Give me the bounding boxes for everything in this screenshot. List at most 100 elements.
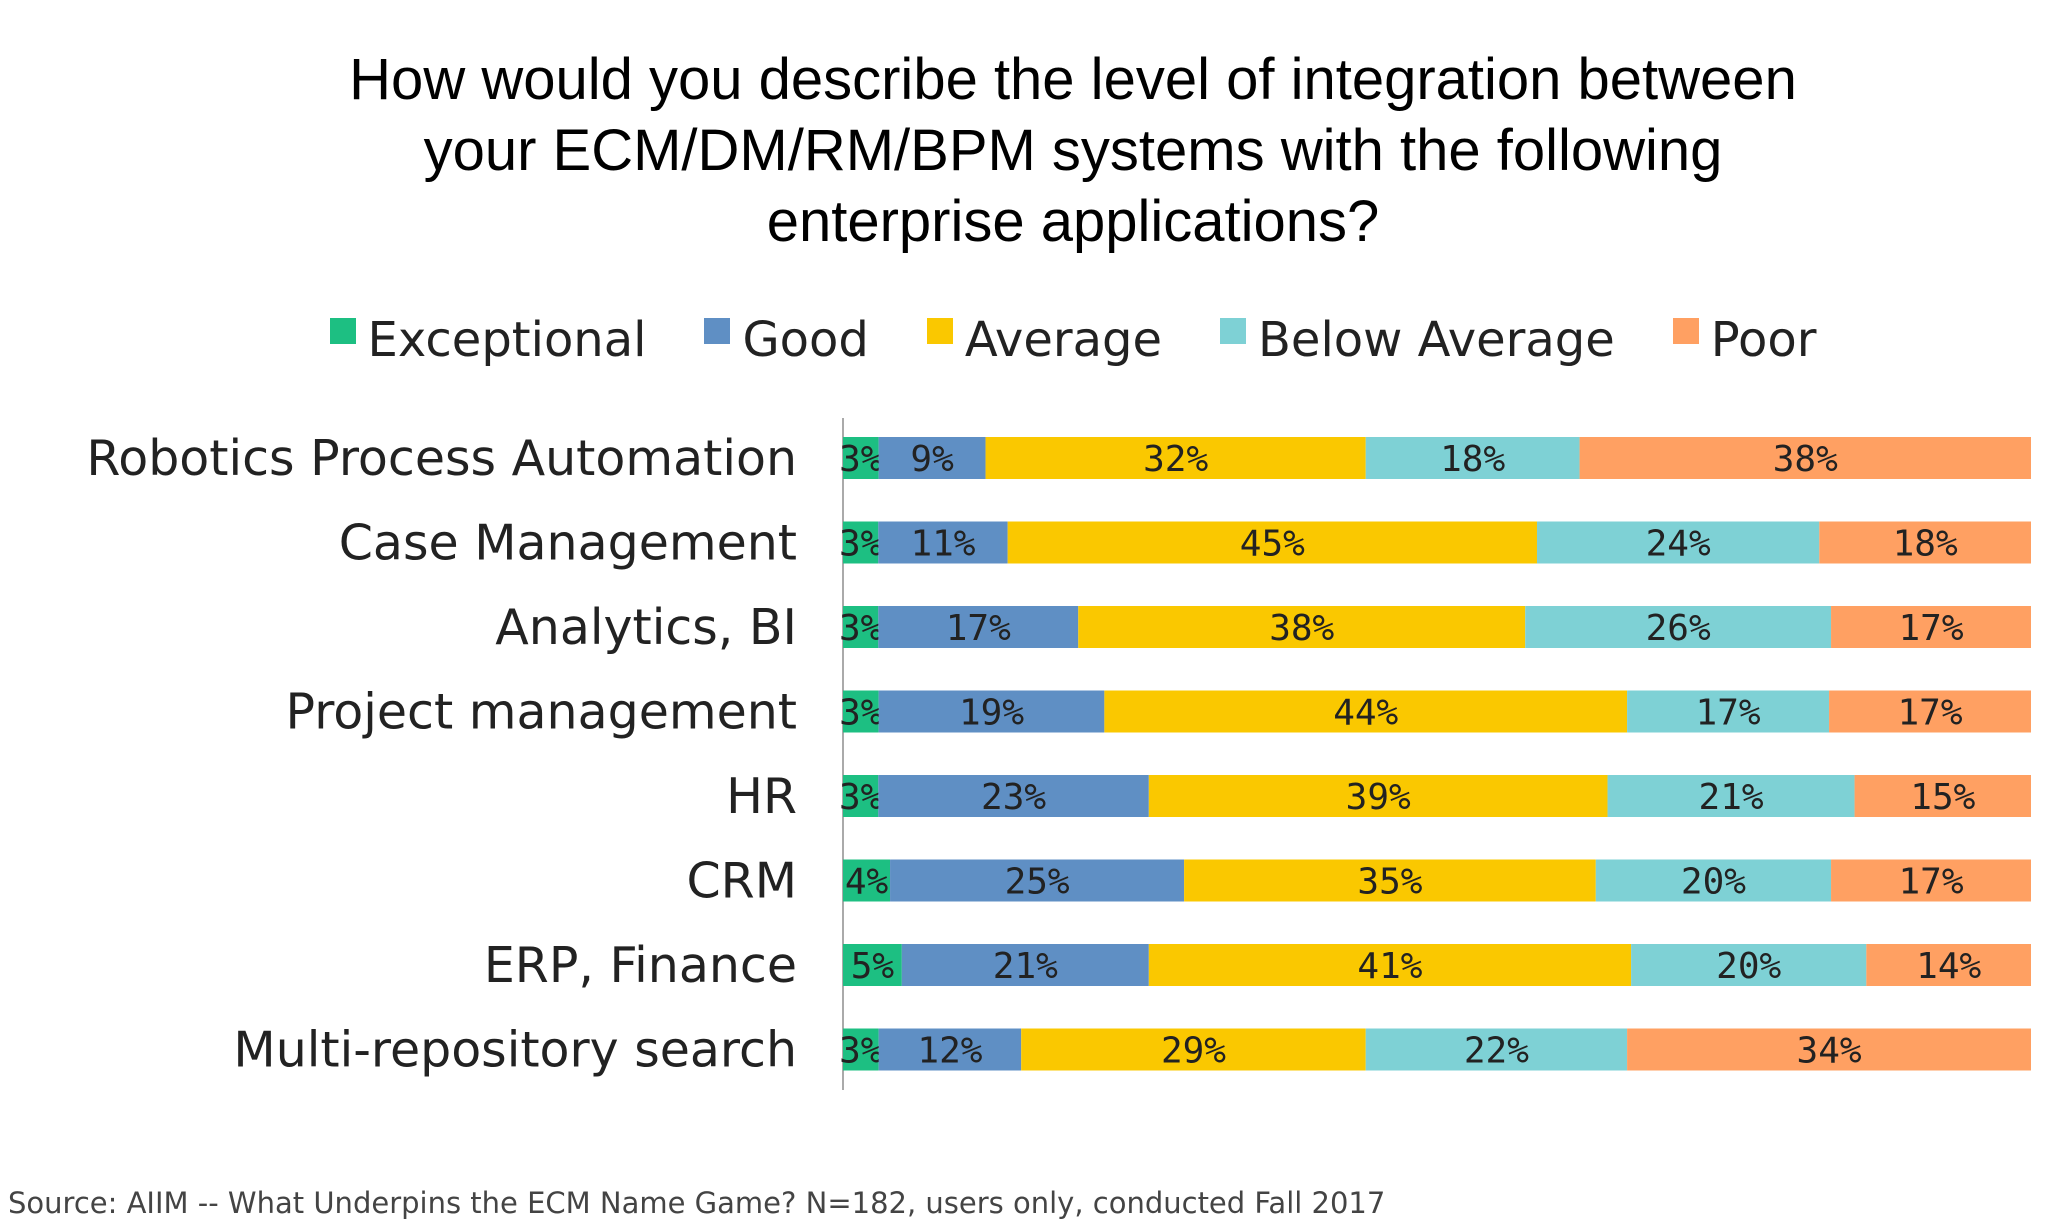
bar-segment	[878, 606, 1079, 648]
data-label: 44%	[1333, 693, 1398, 734]
legend-label: Exceptional	[367, 312, 647, 368]
legend-item: Exceptional	[329, 312, 647, 368]
bar-segment	[1831, 606, 2031, 648]
data-label: 3%	[839, 693, 883, 734]
data-label: 18%	[1440, 439, 1505, 480]
data-label: 21%	[1699, 777, 1764, 818]
data-label: 20%	[1716, 946, 1781, 987]
title-line: enterprise applications?	[766, 189, 1380, 254]
bar-segment	[1819, 521, 2031, 564]
category-label: Project management	[286, 684, 797, 741]
bar-segment	[1365, 437, 1580, 479]
legend-swatch	[1220, 318, 1246, 344]
bar-segment	[878, 690, 1105, 733]
data-label: 21%	[993, 946, 1058, 987]
data-label: 29%	[1161, 1031, 1226, 1072]
bar-segment	[1627, 690, 1830, 733]
bar-segment	[843, 775, 879, 817]
legend: Exceptional Good Average Below Average Poor	[0, 312, 2051, 368]
bar-segment	[1536, 521, 1820, 564]
data-label: 22%	[1464, 1031, 1529, 1072]
data-label: 17%	[1898, 693, 1963, 734]
legend-item: Below Average	[1220, 312, 1615, 368]
data-label: 17%	[1696, 693, 1761, 734]
data-label: 9%	[910, 439, 954, 480]
data-label: 15%	[1910, 777, 1975, 818]
bar-segment	[890, 859, 1185, 902]
legend-swatch	[1672, 318, 1699, 344]
category-label: Multi-repository search	[233, 1022, 797, 1079]
source-note: Source: AIIM -- What Underpins the ECM N…	[8, 1186, 1386, 1220]
bar-segment	[878, 775, 1149, 817]
category-label: Robotics Process Automation	[86, 430, 797, 487]
bar-segment	[1148, 944, 1632, 986]
legend-label: Good	[742, 312, 869, 368]
bar-segment	[1579, 437, 2031, 479]
bar-segment	[1104, 690, 1628, 733]
data-label: 14%	[1916, 946, 1981, 987]
data-label: 3%	[839, 524, 883, 565]
data-label: 25%	[1005, 862, 1070, 903]
data-label: 38%	[1269, 608, 1334, 649]
bar-segment	[901, 944, 1149, 986]
legend-label: Average	[964, 312, 1162, 368]
bar-segment	[1007, 521, 1537, 564]
data-label: 23%	[981, 777, 1046, 818]
bar-segment	[843, 944, 902, 986]
bar-segment	[1525, 606, 1832, 648]
legend-swatch	[704, 318, 731, 344]
bar-segment	[1627, 1028, 2031, 1071]
data-label: 3%	[839, 439, 883, 480]
data-label: 41%	[1357, 946, 1422, 987]
data-label: 39%	[1346, 777, 1411, 818]
bar-segment	[843, 521, 879, 564]
bar-segment	[843, 1028, 879, 1071]
category-label: CRM	[686, 853, 797, 910]
bar-segment	[1866, 944, 2031, 986]
data-label: 17%	[1899, 608, 1964, 649]
legend-label: Below Average	[1258, 312, 1615, 368]
data-label: 32%	[1143, 439, 1208, 480]
bar-segment	[843, 690, 879, 733]
data-label: 45%	[1240, 524, 1305, 565]
legend-item: Good	[704, 312, 869, 368]
bar-segment	[878, 437, 986, 479]
legend-swatch	[926, 318, 953, 344]
data-label: 26%	[1646, 608, 1711, 649]
data-label: 34%	[1797, 1031, 1862, 1072]
category-label: Analytics, BI	[495, 599, 797, 656]
data-label: 17%	[1899, 862, 1964, 903]
bar-segment	[843, 437, 879, 479]
bar-segment	[1078, 606, 1526, 648]
bar-segment	[1831, 859, 2031, 902]
legend-item: Poor	[1672, 312, 1817, 368]
bar-segment	[1607, 775, 1855, 817]
data-label: 3%	[839, 1031, 883, 1072]
data-label: 35%	[1357, 862, 1422, 903]
bar-segment	[1631, 944, 1867, 986]
legend-swatch	[329, 318, 356, 344]
chart-title: How would you describe the level of inte…	[0, 44, 2051, 257]
bar-segment	[843, 859, 891, 902]
data-label: 20%	[1681, 862, 1746, 903]
legend-label: Poor	[1710, 312, 1817, 368]
title-line: your ECM/DM/RM/BPM systems with the foll…	[423, 118, 1723, 183]
data-label: 17%	[946, 608, 1011, 649]
data-label: 4%	[845, 862, 889, 903]
data-label: 5%	[851, 946, 895, 987]
bar-segment	[878, 521, 1008, 564]
category-label: HR	[726, 768, 797, 825]
bar-segment	[1829, 690, 2031, 733]
data-label: 3%	[839, 777, 883, 818]
bar-segment	[1021, 1028, 1366, 1071]
bar-segment	[985, 437, 1366, 479]
bar-segment	[1148, 775, 1608, 817]
bar-segment	[1184, 859, 1596, 902]
data-label: 11%	[910, 524, 975, 565]
title-line: How would you describe the level of inte…	[349, 47, 1797, 112]
bar-segment	[1365, 1028, 1628, 1071]
data-label: 18%	[1893, 524, 1958, 565]
category-label: Case Management	[339, 515, 797, 572]
category-label: ERP, Finance	[484, 937, 797, 994]
